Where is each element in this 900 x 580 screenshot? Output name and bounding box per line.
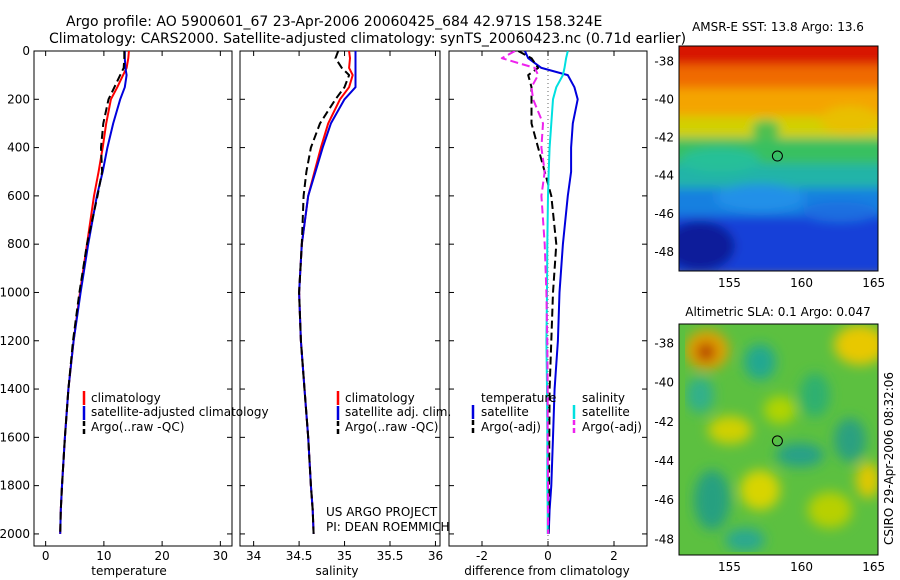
y-tick-label: 1000 bbox=[0, 285, 30, 299]
x-tick-label: 36 bbox=[428, 549, 443, 563]
map-y-tick-label: -38 bbox=[654, 54, 674, 68]
y-tick-label: 1800 bbox=[0, 479, 30, 493]
sla-argo-marker bbox=[771, 435, 783, 447]
x-tick-label: 0 bbox=[544, 549, 552, 563]
x-tick-label: 20 bbox=[154, 549, 169, 563]
map-x-tick-label: 165 bbox=[862, 560, 885, 574]
x-tick-label: 34.5 bbox=[286, 549, 313, 563]
map-y-tick-label: -48 bbox=[654, 532, 674, 546]
sst-heatmap bbox=[679, 46, 878, 271]
sla-heatmap bbox=[679, 324, 878, 555]
series-line-climatology bbox=[59, 51, 130, 534]
y-tick-label: 1400 bbox=[0, 382, 30, 396]
series-line-satellite-adjusted-climatology bbox=[59, 51, 128, 534]
temperature-legend: climatology satellite-adjusted climatolo… bbox=[82, 391, 269, 435]
legend-label: satellite bbox=[582, 405, 630, 419]
difference-xlabel: difference from climatology bbox=[464, 564, 630, 578]
series-line-climatology bbox=[298, 51, 354, 534]
x-tick-label: 34 bbox=[246, 549, 261, 563]
map-y-tick-label: -38 bbox=[654, 337, 674, 351]
header-line-1: Argo profile: AO 5900601_67 23-Apr-2006 … bbox=[66, 14, 602, 30]
legend-label: climatology bbox=[345, 391, 415, 405]
y-tick-label: 0 bbox=[22, 44, 30, 58]
sst-map-title: AMSR-E SST: 13.8 Argo: 13.6 bbox=[692, 20, 864, 34]
x-tick-label: 30 bbox=[213, 549, 228, 563]
legend-label: Argo(..raw -QC) bbox=[345, 420, 438, 434]
x-tick-label: 35.5 bbox=[377, 549, 404, 563]
series-line-salinity-satellite bbox=[545, 51, 569, 534]
credit-label: CSIRO 29-Apr-2006 08:32:06 bbox=[882, 372, 896, 545]
project-annotation: US ARGO PROJECT bbox=[326, 505, 438, 519]
x-tick-label: 10 bbox=[96, 549, 111, 563]
axis-ticks-group: 0 10 20 30020040060080010001200140016001800… bbox=[0, 44, 885, 574]
y-tick-label: 1200 bbox=[0, 334, 30, 348]
series-line-argo-raw-qc bbox=[298, 51, 351, 534]
x-tick-label: 35 bbox=[337, 549, 352, 563]
map-y-tick-label: -44 bbox=[654, 454, 674, 468]
salinity-legend: climatology satellite adj. clim. Argo(..… bbox=[336, 391, 451, 435]
map-y-tick-label: -42 bbox=[654, 415, 674, 429]
series-line-argo-raw-qc bbox=[59, 51, 126, 534]
y-tick-label: 800 bbox=[7, 237, 30, 251]
legend-label: climatology bbox=[91, 391, 161, 405]
legend-label: Argo(-adj) bbox=[481, 420, 541, 434]
map-y-tick-label: -46 bbox=[654, 493, 674, 507]
legend-title-salinity: salinity bbox=[582, 391, 625, 405]
x-tick-label: 0 bbox=[42, 549, 50, 563]
temperature-axes bbox=[33, 50, 233, 547]
sst-map-frame bbox=[678, 45, 879, 272]
map-y-tick-label: -40 bbox=[654, 376, 674, 390]
legend-label: satellite adj. clim. bbox=[345, 405, 451, 419]
x-tick-label: -2 bbox=[476, 549, 488, 563]
salinity-xlabel: salinity bbox=[315, 564, 358, 578]
legend-label: satellite bbox=[481, 405, 529, 419]
map-y-tick-label: -46 bbox=[654, 207, 674, 221]
sla-map-frame bbox=[678, 323, 879, 556]
y-tick-label: 1600 bbox=[0, 430, 30, 444]
salinity-axes bbox=[239, 50, 441, 547]
y-tick-label: 200 bbox=[7, 92, 30, 106]
map-y-tick-label: -48 bbox=[654, 245, 674, 259]
series-line-salinity-argo-adj bbox=[500, 51, 549, 534]
temperature-xlabel: temperature bbox=[91, 564, 166, 578]
x-tick-label: 2 bbox=[610, 549, 618, 563]
map-y-tick-label: -42 bbox=[654, 131, 674, 145]
map-x-tick-label: 155 bbox=[718, 276, 741, 290]
sla-map-title: Altimetric SLA: 0.1 Argo: 0.047 bbox=[685, 305, 870, 319]
map-x-tick-label: 160 bbox=[790, 276, 813, 290]
salinity-series-group bbox=[298, 51, 357, 534]
difference-legend: temperature satellite Argo(-adj) salinit… bbox=[471, 391, 642, 434]
legend-label: Argo(..raw -QC) bbox=[91, 420, 184, 434]
map-x-tick-label: 160 bbox=[790, 560, 813, 574]
temperature-series-group bbox=[59, 51, 130, 534]
map-y-tick-label: -40 bbox=[654, 92, 674, 106]
y-tick-label: 2000 bbox=[0, 527, 30, 541]
y-tick-label: 400 bbox=[7, 141, 30, 155]
difference-series-group bbox=[500, 51, 579, 546]
sst-argo-marker bbox=[771, 150, 783, 162]
legend-label: Argo(-adj) bbox=[582, 420, 642, 434]
map-y-tick-label: -44 bbox=[654, 169, 674, 183]
pi-annotation: PI: DEAN ROEMMICH bbox=[326, 520, 449, 534]
legend-label: satellite-adjusted climatology bbox=[91, 405, 269, 419]
y-tick-label: 600 bbox=[7, 189, 30, 203]
map-x-tick-label: 165 bbox=[862, 276, 885, 290]
header-line-2: Climatology: CARS2000. Satellite-adjuste… bbox=[49, 31, 686, 47]
map-x-tick-label: 155 bbox=[718, 560, 741, 574]
legend-title-temperature: temperature bbox=[481, 391, 556, 405]
